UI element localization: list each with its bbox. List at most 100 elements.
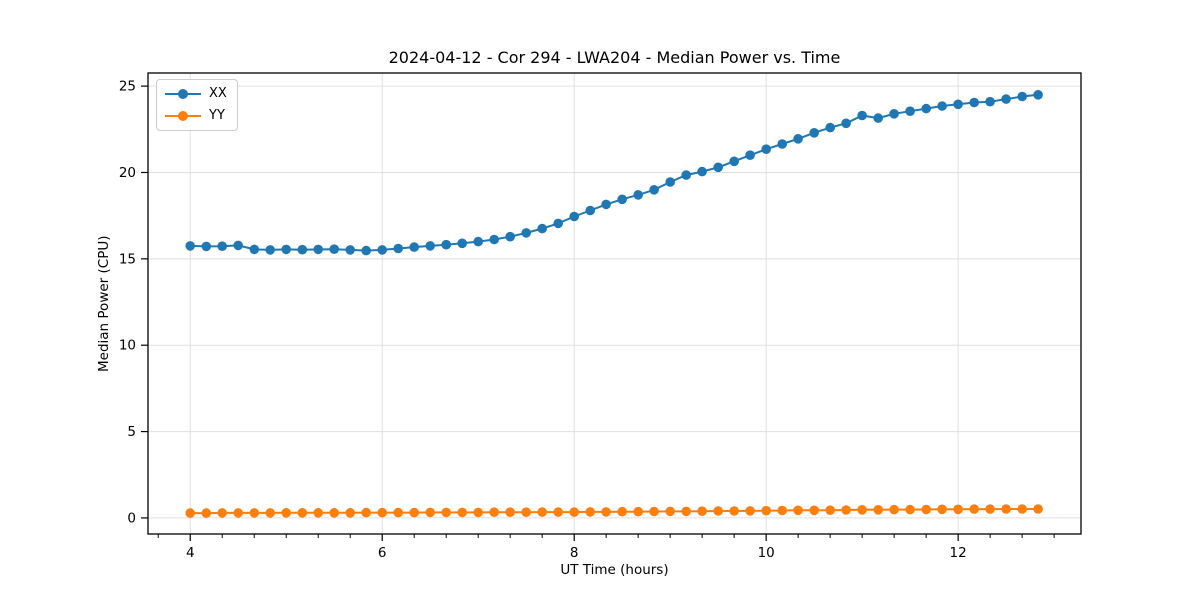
data-point-XX <box>809 128 819 138</box>
data-point-YY <box>217 508 227 518</box>
data-point-YY <box>521 507 531 517</box>
data-point-YY <box>249 508 260 518</box>
data-point-YY <box>377 507 388 518</box>
data-point-XX <box>1033 90 1043 100</box>
data-point-YY <box>681 506 691 517</box>
data-point-XX <box>361 245 372 256</box>
data-point-YY <box>985 504 995 514</box>
data-point-XX <box>713 162 723 173</box>
y-tick-label: 10 <box>119 338 136 354</box>
x-tick-label: 4 <box>186 545 195 561</box>
y-axis-label: Median Power (CPU) <box>96 235 112 372</box>
data-point-YY <box>617 506 627 517</box>
data-point-YY <box>905 504 915 515</box>
data-point-YY <box>473 507 484 518</box>
data-point-YY <box>537 507 547 517</box>
data-point-YY <box>793 505 803 516</box>
data-point-XX <box>329 244 340 254</box>
x-tick-label: 8 <box>570 545 579 561</box>
data-point-XX <box>265 245 276 255</box>
data-point-XX <box>617 194 627 205</box>
data-point-XX <box>201 241 212 252</box>
data-point-YY <box>441 507 452 518</box>
x-tick-label: 6 <box>378 545 387 561</box>
data-point-YY <box>457 507 468 518</box>
data-point-XX <box>921 103 931 114</box>
axes-spines <box>147 72 1082 535</box>
data-point-XX <box>873 113 883 123</box>
data-point-YY <box>761 505 771 516</box>
data-point-YY <box>233 508 243 518</box>
data-point-YY <box>825 505 835 515</box>
data-point-YY <box>313 508 324 518</box>
data-point-YY <box>713 506 723 516</box>
data-point-YY <box>329 508 340 518</box>
data-point-XX <box>537 223 547 234</box>
data-point-XX <box>985 96 995 107</box>
y-tick-label: 0 <box>127 510 136 526</box>
y-tick-label: 15 <box>119 251 136 267</box>
x-tick-label: 12 <box>950 545 967 561</box>
data-point-XX <box>393 243 404 254</box>
data-point-YY <box>489 507 500 517</box>
legend-item-XX: XX <box>165 85 227 103</box>
chart-title: 2024-04-12 - Cor 294 - LWA204 - Median P… <box>388 48 841 67</box>
data-point-YY <box>601 507 611 517</box>
data-point-XX <box>425 241 436 251</box>
data-point-YY <box>1017 504 1027 514</box>
data-point-XX <box>297 244 308 255</box>
data-point-YY <box>953 504 963 515</box>
data-point-YY <box>969 504 979 514</box>
y-tick-label: 25 <box>119 79 136 95</box>
data-point-XX <box>473 236 484 247</box>
data-point-XX <box>697 166 707 177</box>
data-point-XX <box>633 190 643 200</box>
data-point-XX <box>313 244 324 255</box>
data-point-XX <box>649 185 659 195</box>
data-point-XX <box>825 122 835 133</box>
data-point-YY <box>1033 504 1043 514</box>
data-point-XX <box>953 99 963 110</box>
data-point-XX <box>505 231 515 242</box>
x-axis-label: UT Time (hours) <box>560 562 669 578</box>
data-point-XX <box>249 244 260 255</box>
data-point-YY <box>921 504 931 515</box>
data-point-XX <box>1001 94 1011 104</box>
data-point-YY <box>633 506 643 517</box>
data-point-XX <box>969 97 979 108</box>
data-point-XX <box>377 245 388 255</box>
data-point-XX <box>569 211 579 222</box>
data-point-YY <box>361 507 372 518</box>
data-point-YY <box>841 505 851 515</box>
legend-line-marker-icon <box>165 89 201 99</box>
data-point-XX <box>601 199 611 210</box>
data-point-YY <box>505 507 515 517</box>
data-point-YY <box>777 505 787 516</box>
data-point-YY <box>297 508 308 518</box>
data-point-YY <box>889 504 899 515</box>
data-point-XX <box>889 109 899 119</box>
legend-label: YY <box>209 108 225 123</box>
data-point-YY <box>809 505 819 516</box>
data-point-XX <box>937 101 947 111</box>
data-point-YY <box>425 507 436 518</box>
data-point-XX <box>457 238 468 249</box>
data-point-XX <box>1017 91 1027 102</box>
data-point-YY <box>393 507 404 518</box>
legend-label: XX <box>209 86 227 101</box>
data-point-XX <box>729 156 739 167</box>
data-point-XX <box>857 110 867 121</box>
data-point-XX <box>905 106 915 116</box>
x-tick-label: 10 <box>758 545 775 561</box>
data-point-XX <box>793 134 803 144</box>
data-point-XX <box>761 144 771 154</box>
data-point-XX <box>345 245 356 255</box>
data-point-YY <box>345 508 356 518</box>
data-point-XX <box>841 118 851 129</box>
data-point-YY <box>281 508 292 518</box>
data-point-YY <box>745 506 755 516</box>
data-point-YY <box>569 507 579 517</box>
data-point-YY <box>201 508 212 518</box>
legend: XX YY <box>156 79 238 131</box>
